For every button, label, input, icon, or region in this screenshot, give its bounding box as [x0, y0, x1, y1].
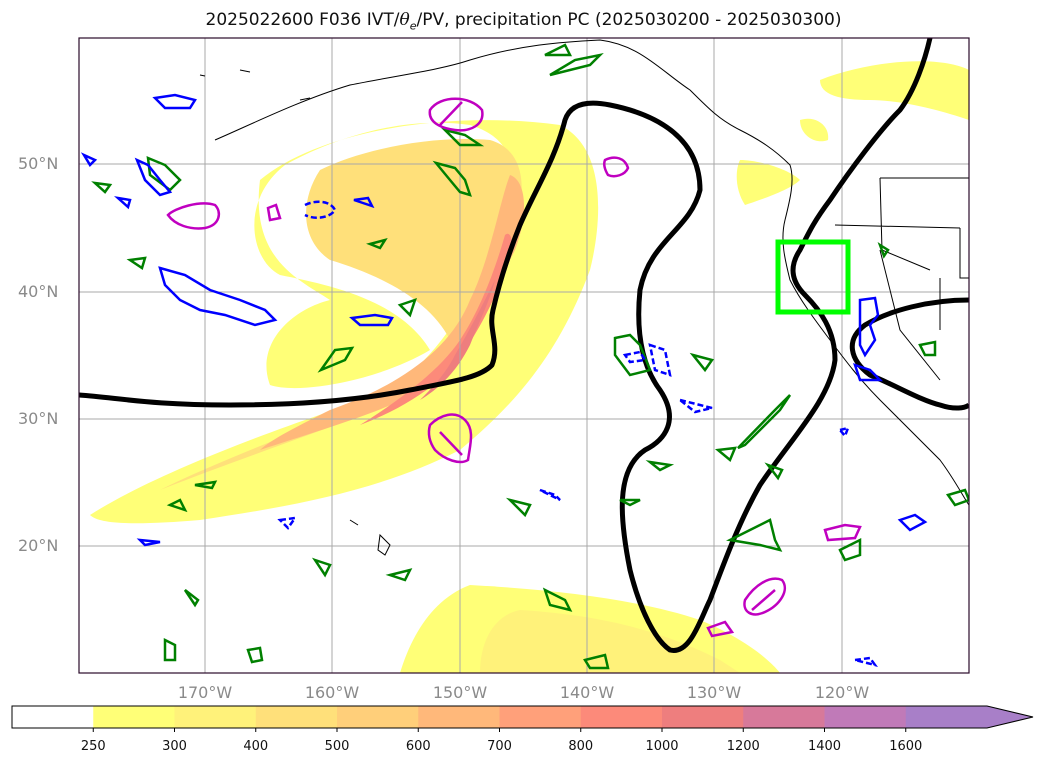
colorbar-segment [174, 706, 257, 728]
colorbar-tick-label: 500 [324, 739, 350, 754]
colorbar-tick-label: 300 [162, 739, 187, 754]
colorbar-tick-label: 600 [405, 739, 431, 754]
colorbar-segment [905, 706, 987, 728]
colorbar-segment [580, 706, 663, 728]
lat-label: 40°N [18, 282, 59, 301]
lon-label: 170°W [177, 683, 233, 702]
colorbar-segment [337, 706, 419, 728]
colorbar-segment [743, 706, 825, 728]
lon-label: 120°W [814, 683, 870, 702]
colorbar-tick-label: 1000 [645, 739, 679, 754]
colorbar-extend-arrow [987, 706, 1033, 728]
colorbar-segment [662, 706, 744, 728]
colorbar-tick-label: 250 [80, 739, 106, 754]
colorbar-segment [93, 706, 175, 728]
colorbar-tick-label: 400 [243, 739, 269, 754]
theta-contours [166, 97, 862, 638]
lon-label: 140°W [559, 683, 615, 702]
lon-label: 150°W [432, 683, 488, 702]
lon-label: 160°W [304, 683, 360, 702]
lat-label: 20°N [18, 536, 59, 555]
colorbar-segment [255, 706, 338, 728]
coastlines [199, 39, 969, 556]
colorbar-tick-label: 1400 [807, 739, 842, 754]
target-region-box [775, 239, 851, 315]
precip-positive-contours [91, 43, 969, 670]
precip-negative-contours [80, 93, 928, 668]
colorbar-tick-label: 700 [487, 739, 512, 754]
colorbar-segment [824, 706, 907, 728]
map-frame [78, 37, 970, 674]
colorbar-outline [11, 705, 1034, 729]
colorbar-segment [418, 706, 500, 728]
colorbar-tick-label: 800 [568, 739, 594, 754]
lat-label: 30°N [18, 409, 59, 428]
pv-contours [79, 38, 969, 653]
colorbar-tick-label: 1600 [889, 739, 923, 754]
colorbar-segment [12, 706, 94, 728]
map-title: 2025022600 F036 IVT/θe/PV, precipitation… [205, 10, 842, 33]
lon-label: 130°W [686, 683, 742, 702]
colorbar-tick-label: 1200 [726, 739, 760, 754]
lat-label: 50°N [18, 154, 59, 173]
colorbar-segment [499, 706, 582, 728]
